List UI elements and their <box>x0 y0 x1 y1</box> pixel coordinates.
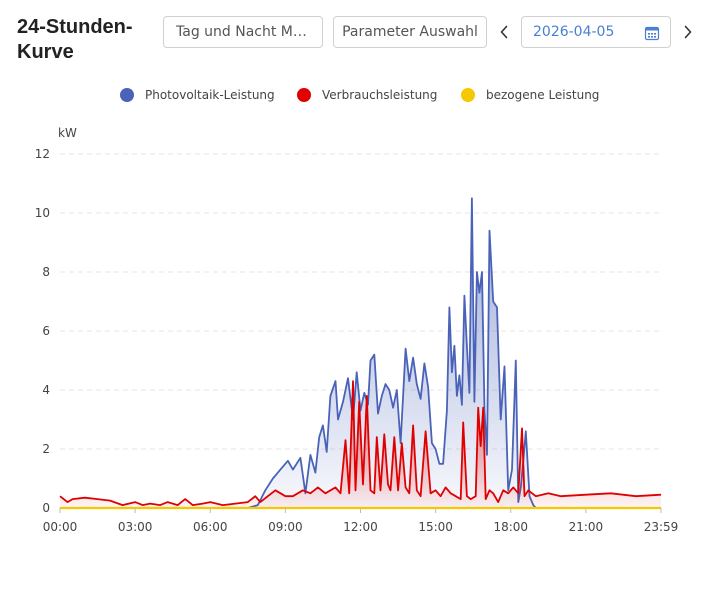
parameter-select-button[interactable]: Parameter Auswahl <box>333 16 487 48</box>
y-tick-label: 12 <box>35 147 50 161</box>
y-tick-label: 4 <box>42 383 50 397</box>
y-tick-label: 8 <box>42 265 50 279</box>
y-axis-label: kW <box>58 126 77 140</box>
legend-label-verbrauch: Verbrauchsleistung <box>322 88 438 102</box>
legend-dot-photovoltaik <box>120 88 134 102</box>
series-line-photovoltaik[interactable] <box>60 197 661 509</box>
page-title: 24-Stunden-Kurve <box>17 16 133 63</box>
x-tick-label: 23:59 <box>644 520 679 534</box>
date-picker-input[interactable]: 2026-04-05 <box>521 16 671 48</box>
power-line-chart: kW 0 2 4 6 8 10 12 00:00 03:00 06:00 09:00 12:00 15… <box>35 126 679 534</box>
chart-legend: Photovoltaik-Leistung Verbrauchsleistung… <box>0 88 715 108</box>
legend-dot-bezogen <box>461 88 475 102</box>
legend-label-photovoltaik: Photovoltaik-Leistung <box>145 88 275 102</box>
x-tick-label: 18:00 <box>493 520 528 534</box>
x-tick-label: 03:00 <box>118 520 153 534</box>
date-value: 2026-04-05 <box>533 24 615 40</box>
x-tick-label: 21:00 <box>569 520 604 534</box>
previous-day-button[interactable] <box>495 22 513 42</box>
y-tick-label: 10 <box>35 206 50 220</box>
y-tick-label: 6 <box>42 324 50 338</box>
parameter-select-label: Parameter Auswahl <box>342 24 478 40</box>
x-tick-label: 12:00 <box>343 520 378 534</box>
chevron-right-icon <box>684 25 692 39</box>
series-line-verbrauch[interactable] <box>59 380 662 506</box>
y-tick-label: 2 <box>42 442 50 456</box>
x-tick-label: 15:00 <box>418 520 453 534</box>
x-tick-label: 09:00 <box>268 520 303 534</box>
legend-dot-verbrauch <box>297 88 311 102</box>
day-night-mode-label: Tag und Nacht Mo… <box>176 24 310 40</box>
legend-item-bezogen[interactable]: bezogene Leistung <box>461 88 599 102</box>
day-night-mode-button[interactable]: Tag und Nacht Mo… <box>163 16 323 48</box>
legend-item-verbrauch[interactable]: Verbrauchsleistung <box>297 88 437 102</box>
legend-item-photovoltaik[interactable]: Photovoltaik-Leistung <box>120 88 275 102</box>
chevron-left-icon <box>500 25 508 39</box>
x-tick-label: 00:00 <box>43 520 78 534</box>
next-day-button[interactable] <box>679 22 697 42</box>
y-tick-label: 0 <box>42 501 50 515</box>
x-tick-label: 06:00 <box>193 520 228 534</box>
calendar-icon[interactable] <box>644 25 660 41</box>
legend-label-bezogen: bezogene Leistung <box>486 88 600 102</box>
